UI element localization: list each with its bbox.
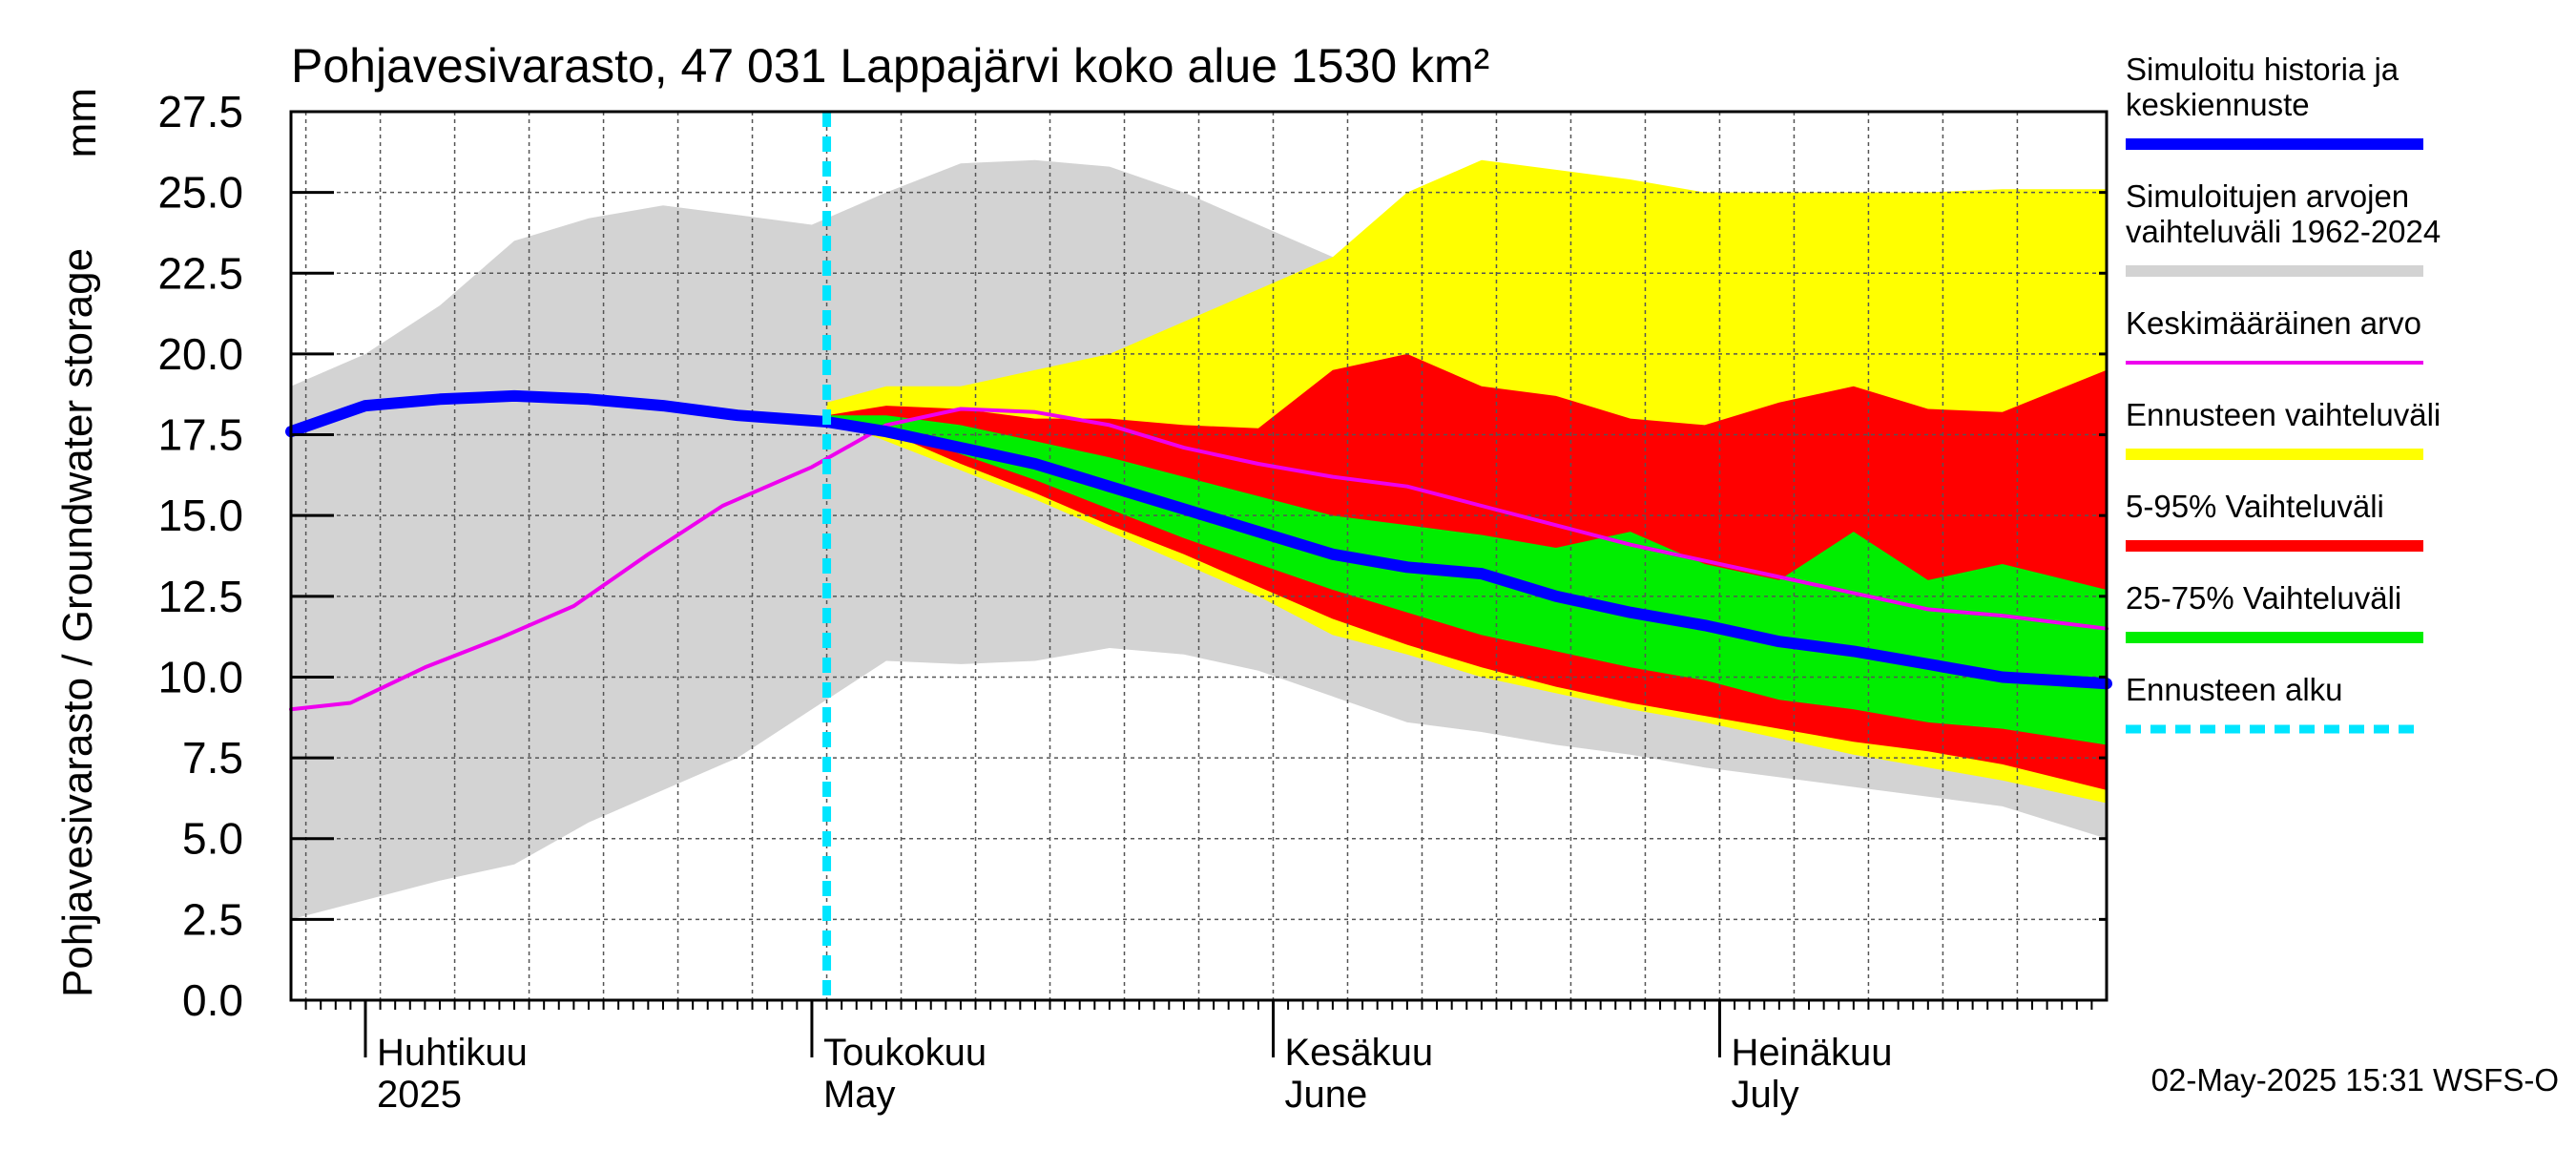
y-tick-label: 25.0 — [157, 168, 243, 218]
lines-layer — [285, 112, 2112, 1000]
y-tick-label: 5.0 — [182, 814, 243, 864]
x-month-sublabel: July — [1731, 1074, 1798, 1116]
legend-label: Keskimääräinen arvo — [2126, 305, 2421, 341]
axes-layer: 0.0 2.5 5.0 7.5 10.0 12.5 15.0 17.5 20.0 22.5 25.0… — [157, 87, 2109, 1116]
y-tick-label: 2.5 — [182, 894, 243, 944]
legend-label: vaihteluväli 1962-2024 — [2126, 214, 2441, 249]
legend-label: keskiennuste — [2126, 87, 2310, 122]
x-month-sublabel: May — [823, 1074, 896, 1116]
y-tick-label: 12.5 — [157, 572, 243, 621]
legend-label: Ennusteen vaihteluväli — [2126, 397, 2441, 432]
mean-value-line — [289, 407, 2109, 712]
y-tick-label: 10.0 — [157, 652, 243, 701]
legend-label: 25-75% Vaihteluväli — [2126, 580, 2401, 616]
y-tick-label: 15.0 — [157, 491, 243, 540]
legend-label: Simuloitujen arvojen — [2126, 178, 2409, 214]
y-tick-label: 17.5 — [157, 410, 243, 460]
median-forecast-line — [285, 389, 2112, 690]
grid-layer — [291, 112, 2107, 1000]
x-month-label: Heinäkuu — [1731, 1032, 1892, 1074]
y-tick-label: 0.0 — [182, 975, 243, 1025]
x-month-label: Kesäkuu — [1284, 1032, 1433, 1074]
chart-title: Pohjavesivarasto, 47 031 Lappajärvi koko… — [291, 39, 1489, 93]
x-month-label: Toukokuu — [823, 1032, 987, 1074]
y-tick-label: 7.5 — [182, 733, 243, 783]
legend-label: Simuloitu historia ja — [2126, 52, 2399, 87]
x-month-label: Huhtikuu — [377, 1032, 528, 1074]
y-axis-label: Pohjavesivarasto / Groundwater storage — [54, 248, 101, 997]
x-month-sublabel: June — [1284, 1074, 1367, 1116]
y-tick-label: 20.0 — [157, 329, 243, 379]
y-tick-label: 22.5 — [157, 248, 243, 298]
legend-label: Ennusteen alku — [2126, 672, 2343, 707]
unit-label: mm — [58, 88, 105, 157]
timestamp: 02-May-2025 15:31 WSFS-O — [2151, 1062, 2559, 1098]
y-tick-label: 27.5 — [157, 87, 243, 136]
x-month-sublabel: 2025 — [377, 1074, 462, 1116]
legend-label: 5-95% Vaihteluväli — [2126, 489, 2384, 524]
